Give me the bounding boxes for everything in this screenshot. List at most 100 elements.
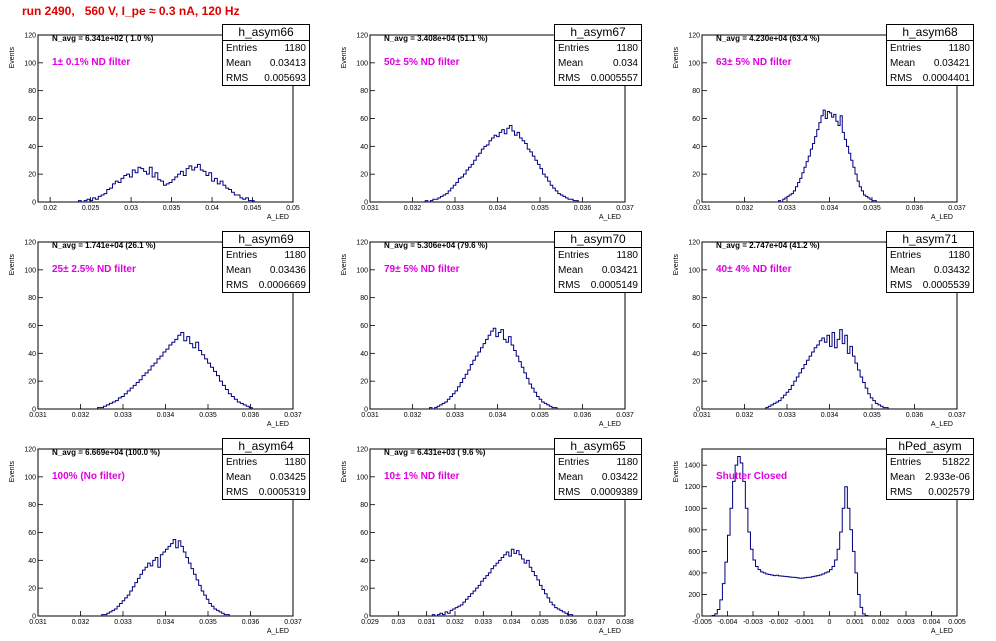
y-axis-label: Events	[9, 461, 16, 483]
y-tick-label: 0	[32, 200, 36, 207]
entries-value: 1180	[948, 250, 970, 261]
x-tick-label: 0.05	[286, 205, 300, 212]
x-tick-label: 0.032	[72, 619, 90, 626]
y-tick-label: 1200	[684, 484, 700, 491]
histogram-name: hPed_asym	[887, 439, 973, 455]
histogram-line	[97, 331, 253, 409]
entries-row: Entries 1180	[223, 455, 309, 470]
rms-value: 0.002579	[928, 487, 970, 498]
entries-value: 1180	[284, 457, 306, 468]
entries-label: Entries	[226, 457, 258, 468]
y-tick-label: 60	[28, 530, 36, 537]
histogram-panel-h_asym69: 0.031 0.032 0.033 0.034 0.035 0.036 0.037 0 20 40…	[0, 227, 332, 434]
rms-row: RMS 0.005693	[223, 71, 309, 86]
mean-row: Mean 0.03421	[555, 263, 641, 278]
x-tick-label: 0.003	[897, 619, 915, 626]
y-tick-label: 100	[24, 474, 36, 481]
stats-box: h_asym67 Entries 1180 Mean 0.034 RMS 0.0005557	[554, 24, 642, 86]
histogram-panel-hPed_asym: -0.005 -0.004 -0.003 -0.002 -0.001 0 0.001 0.00…	[664, 434, 996, 641]
rms-value: 0.0005557	[590, 73, 638, 84]
x-tick-label: 0.03	[124, 205, 138, 212]
mean-label: Mean	[558, 265, 584, 276]
entries-label: Entries	[226, 43, 258, 54]
mean-value: 0.03422	[601, 472, 638, 483]
x-tick-label: 0.036	[906, 205, 924, 212]
y-tick-label: 1400	[684, 463, 700, 470]
histogram-line	[101, 538, 230, 616]
rms-row: RMS 0.0005149	[555, 278, 641, 293]
histogram-name: h_asym64	[223, 439, 309, 455]
rms-label: RMS	[558, 280, 581, 291]
stats-box: h_asym64 Entries 1180 Mean 0.03425 RMS 0.00053…	[222, 438, 310, 500]
y-tick-label: 80	[360, 88, 368, 95]
x-tick-label: 0.037	[948, 205, 966, 212]
histogram-line	[431, 548, 574, 617]
y-tick-label: 80	[28, 295, 36, 302]
rms-value: 0.0005149	[590, 280, 638, 291]
entries-value: 1180	[284, 250, 306, 261]
x-tick-label: -0.005	[692, 619, 712, 626]
mean-value: 0.03425	[269, 472, 306, 483]
y-tick-label: 60	[360, 116, 368, 123]
filter-label: 40± 4% ND filter	[716, 264, 792, 275]
histogram-line	[77, 163, 255, 203]
x-tick-label: 0.031	[361, 205, 379, 212]
x-tick-label: 0.031	[693, 412, 711, 419]
entries-label: Entries	[890, 457, 922, 468]
mean-label: Mean	[226, 265, 252, 276]
filter-label: 63± 5% ND filter	[716, 57, 792, 68]
x-tick-label: 0.032	[736, 412, 754, 419]
y-tick-label: 40	[28, 558, 36, 565]
x-axis-label: A_LED	[599, 214, 621, 221]
entries-label: Entries	[558, 43, 590, 54]
x-tick-label: 0.034	[503, 619, 521, 626]
mean-row: Mean 0.034	[555, 56, 641, 71]
navg-label: N_avg = 6.341e+02 ( 1.0 %)	[52, 34, 154, 43]
x-tick-label: 0.035	[163, 205, 181, 212]
x-tick-label: 0.032	[446, 619, 464, 626]
x-tick-label: 0.037	[284, 412, 302, 419]
histogram-svg: 0.031 0.032 0.033 0.034 0.035 0.036 0.037 0 20 40…	[673, 240, 966, 429]
histogram-svg: 0.02 0.025 0.03 0.035 0.04 0.045 0.05 0 20 40 60 80…	[9, 33, 300, 222]
y-tick-label: 20	[360, 172, 368, 179]
rms-value: 0.0004401	[922, 73, 970, 84]
y-tick-label: 20	[28, 172, 36, 179]
y-tick-label: 120	[688, 240, 700, 247]
histogram-name: h_asym68	[887, 25, 973, 41]
x-tick-label: 0	[828, 619, 832, 626]
x-tick-label: 0.037	[948, 412, 966, 419]
rms-label: RMS	[558, 487, 581, 498]
y-tick-label: 20	[360, 586, 368, 593]
entries-value: 1180	[616, 43, 638, 54]
histogram-name: h_asym70	[555, 232, 641, 248]
x-axis-label: A_LED	[599, 421, 621, 428]
rms-row: RMS 0.0005539	[887, 278, 973, 293]
x-tick-label: 0.033	[446, 412, 464, 419]
entries-value: 1180	[616, 457, 638, 468]
rms-label: RMS	[558, 73, 581, 84]
entries-row: Entries 1180	[887, 41, 973, 56]
histogram-line	[424, 124, 579, 203]
x-tick-label: 0.034	[489, 205, 507, 212]
x-tick-label: -0.003	[743, 619, 763, 626]
stats-box: h_asym69 Entries 1180 Mean 0.03436 RMS 0.00066…	[222, 231, 310, 293]
x-tick-label: 0.035	[863, 205, 881, 212]
x-tick-label: 0.033	[114, 619, 132, 626]
y-tick-label: 100	[24, 60, 36, 67]
mean-row: Mean 0.03425	[223, 470, 309, 485]
entries-label: Entries	[558, 457, 590, 468]
x-tick-label: 0.033	[778, 205, 796, 212]
y-tick-label: 100	[688, 60, 700, 67]
rms-row: RMS 0.0004401	[887, 71, 973, 86]
histogram-name: h_asym67	[555, 25, 641, 41]
x-axis-label: A_LED	[599, 628, 621, 635]
y-tick-label: 100	[356, 474, 368, 481]
y-tick-label: 400	[688, 570, 700, 577]
mean-row: Mean 0.03436	[223, 263, 309, 278]
y-tick-label: 0	[364, 407, 368, 414]
x-tick-label: 0.037	[588, 619, 606, 626]
histogram-panel-h_asym71: 0.031 0.032 0.033 0.034 0.035 0.036 0.037 0 20 40…	[664, 227, 996, 434]
navg-label: N_avg = 6.669e+04 (100.0 %)	[52, 448, 161, 457]
rms-label: RMS	[226, 73, 249, 84]
y-tick-label: 60	[28, 116, 36, 123]
